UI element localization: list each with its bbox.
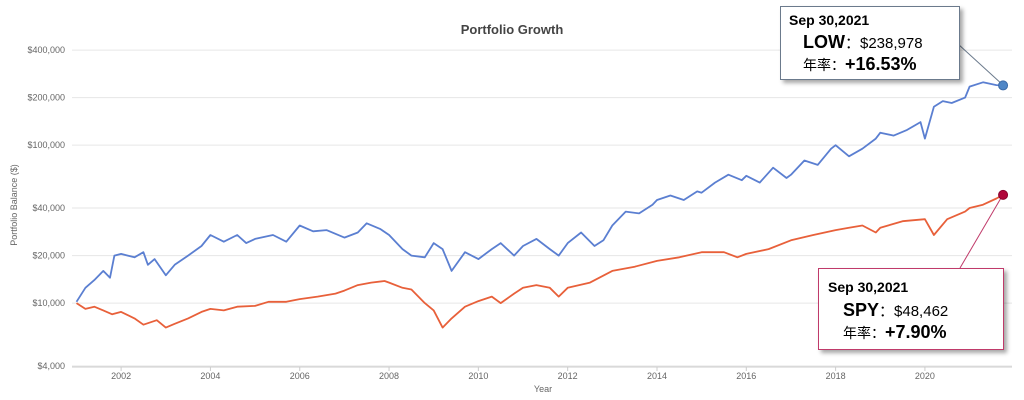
y-tick-label: $100,000 [27, 140, 65, 150]
x-tick-label: 2020 [915, 371, 935, 381]
spy-cagr-label: 年率： [843, 325, 885, 341]
x-tick-label: 2014 [647, 371, 667, 381]
y-axis-ticks: $4,000 $10,000 $20,000 $40,000 $100,000 $200,… [27, 45, 65, 371]
x-tick-label: 2008 [379, 371, 399, 381]
y-tick-label: $4,000 [37, 361, 65, 371]
spy-series-line [76, 194, 1004, 329]
y-tick-label: $400,000 [27, 45, 65, 55]
y-tick-label: $200,000 [27, 93, 65, 103]
low-callout-connector [957, 43, 1001, 83]
spy-callout-value-line: SPY：$48,462 [843, 300, 948, 321]
low-ticker: LOW [803, 32, 845, 52]
x-tick-label: 2006 [290, 371, 310, 381]
spy-callout-date: Sep 30,2021 [828, 279, 909, 295]
low-final-value: ：$238,978 [845, 35, 923, 52]
low-callout-cagr-line: 年率：+16.53% [803, 54, 917, 75]
x-tick-label: 2016 [736, 371, 756, 381]
x-tick-label: 2010 [468, 371, 488, 381]
series-layer [75, 81, 1004, 329]
x-tick-label: 2004 [200, 371, 220, 381]
x-axis-label: Year [534, 384, 552, 394]
low-callout: Sep 30,2021 LOW：$238,978 年率：+16.53% [780, 6, 960, 80]
low-callout-value-line: LOW：$238,978 [803, 32, 923, 53]
low-series-line [75, 81, 1004, 303]
y-tick-label: $40,000 [32, 203, 65, 213]
y-axis-label: Portfolio Balance ($) [9, 164, 19, 246]
low-cagr-label: 年率： [803, 57, 845, 73]
low-end-marker [998, 80, 1009, 91]
x-axis-ticks: 2002 2004 2006 2008 2010 2012 2014 2016 2018 2020 [72, 366, 1012, 381]
low-cagr-value: +16.53% [845, 54, 917, 74]
spy-callout-connector [959, 197, 1002, 269]
spy-callout-cagr-line: 年率：+7.90% [843, 322, 947, 343]
spy-cagr-value: +7.90% [885, 322, 947, 342]
callout-connectors [957, 43, 1009, 269]
spy-callout: Sep 30,2021 SPY：$48,462 年率：+7.90% [818, 268, 1004, 350]
x-tick-label: 2018 [826, 371, 846, 381]
y-tick-label: $10,000 [32, 298, 65, 308]
low-callout-date: Sep 30,2021 [789, 12, 870, 28]
x-tick-label: 2012 [558, 371, 578, 381]
spy-final-value: ：$48,462 [879, 303, 949, 320]
x-tick-label: 2002 [111, 371, 131, 381]
y-tick-label: $20,000 [32, 251, 65, 261]
spy-ticker: SPY [843, 300, 880, 320]
spy-end-marker [998, 189, 1009, 200]
chart-title: Portfolio Growth [461, 22, 564, 37]
